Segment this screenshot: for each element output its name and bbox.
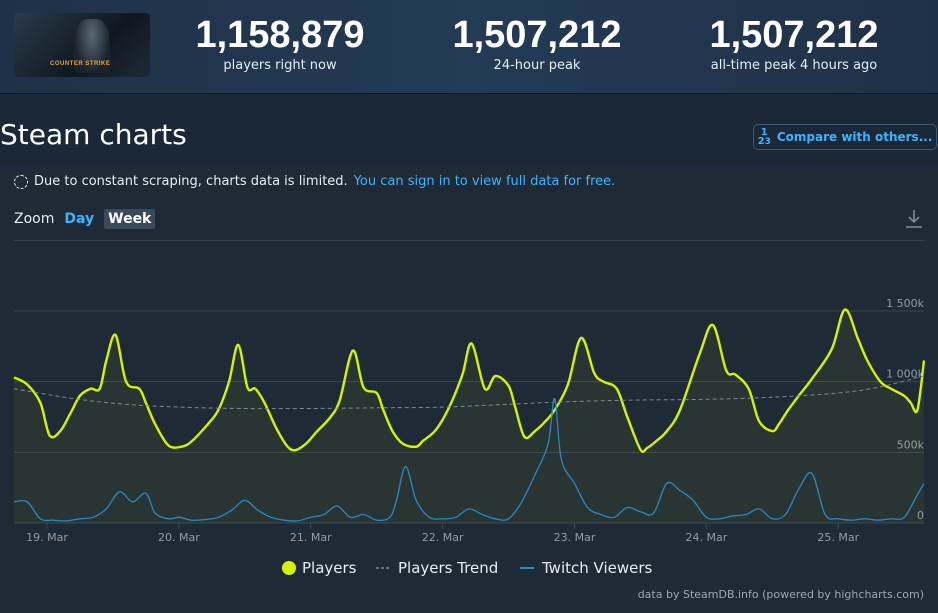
stat-label: players right now: [223, 58, 337, 73]
players-now-stat: 1,158,879 players right now: [180, 14, 380, 73]
soldier-figure: [74, 19, 110, 73]
y-tick-label: 0: [917, 509, 924, 522]
fraction-icon: 1 23: [757, 126, 771, 147]
zoom-controls: Zoom Day Week: [14, 209, 156, 229]
twitch-viewers-line: [13, 397, 925, 522]
x-tick-label: 21. Mar: [290, 531, 332, 544]
stat-value: 1,158,879: [195, 14, 365, 56]
download-icon[interactable]: [904, 208, 924, 230]
zoom-label: Zoom: [14, 211, 55, 227]
stat-label: 24-hour peak: [493, 58, 581, 73]
player-chart[interactable]: 0 500k 1 000k 1 500k 19. Mar 20. Mar 21. Mar 2…: [0, 241, 938, 581]
x-axis-labels: 19. Mar 20. Mar 21. Mar 22. Mar 23. Mar 24. M…: [26, 531, 860, 544]
zoom-week-button[interactable]: Week: [104, 209, 156, 229]
page-title: Steam charts: [0, 118, 187, 151]
x-tick-label: 24. Mar: [686, 531, 728, 544]
legend-marker: [282, 561, 296, 575]
x-tick-label: 20. Mar: [158, 531, 200, 544]
x-tick-label: 19. Mar: [26, 531, 68, 544]
data-notice: Due to constant scraping, charts data is…: [14, 174, 615, 189]
zoom-day-button[interactable]: Day: [64, 211, 95, 227]
game-banner-image[interactable]: COUNTER STRIKE: [14, 13, 150, 77]
stats-header: COUNTER STRIKE 1,158,879 players right n…: [0, 0, 938, 94]
stat-value: 1,507,212: [709, 14, 879, 56]
x-tick-label: 25. Mar: [817, 531, 859, 544]
legend-label: Twitch Viewers: [541, 559, 653, 577]
toolbar-divider: [14, 240, 924, 241]
sign-in-link[interactable]: You can sign in to view full data for fr…: [353, 174, 616, 189]
series-lines: [13, 308, 926, 522]
peak-24h-stat: 1,507,212 24-hour peak: [437, 14, 637, 73]
notice-text: Due to constant scraping, charts data is…: [34, 174, 348, 189]
stat-label: all-time peak 4 hours ago: [710, 58, 878, 73]
y-tick-label: 500k: [897, 438, 925, 451]
players-trend-line: [13, 375, 925, 410]
loading-circle-icon: [14, 174, 28, 189]
compare-button[interactable]: 1 23 Compare with others...: [753, 124, 937, 150]
y-tick-label: 1 500k: [886, 297, 924, 310]
compare-button-label: Compare with others...: [776, 130, 933, 144]
y-axis-labels: 0 500k 1 000k 1 500k: [886, 297, 924, 522]
chart-grid: [14, 310, 924, 529]
stat-value: 1,507,212: [452, 14, 622, 56]
players-line: [13, 308, 926, 453]
x-tick-label: 22. Mar: [422, 531, 464, 544]
x-tick-label: 23. Mar: [554, 531, 596, 544]
legend-label: Players Trend: [398, 559, 498, 577]
legend-label: Players: [302, 559, 357, 577]
y-tick-label: 1 000k: [886, 368, 924, 381]
game-logo: COUNTER STRIKE: [50, 61, 111, 67]
all-time-peak-stat: 1,507,212 all-time peak 4 hours ago: [684, 14, 904, 73]
chart-credit: data by SteamDB.info (powered by highcha…: [637, 588, 924, 601]
chart-legend: Players Players Trend Twitch Viewers: [282, 559, 653, 577]
